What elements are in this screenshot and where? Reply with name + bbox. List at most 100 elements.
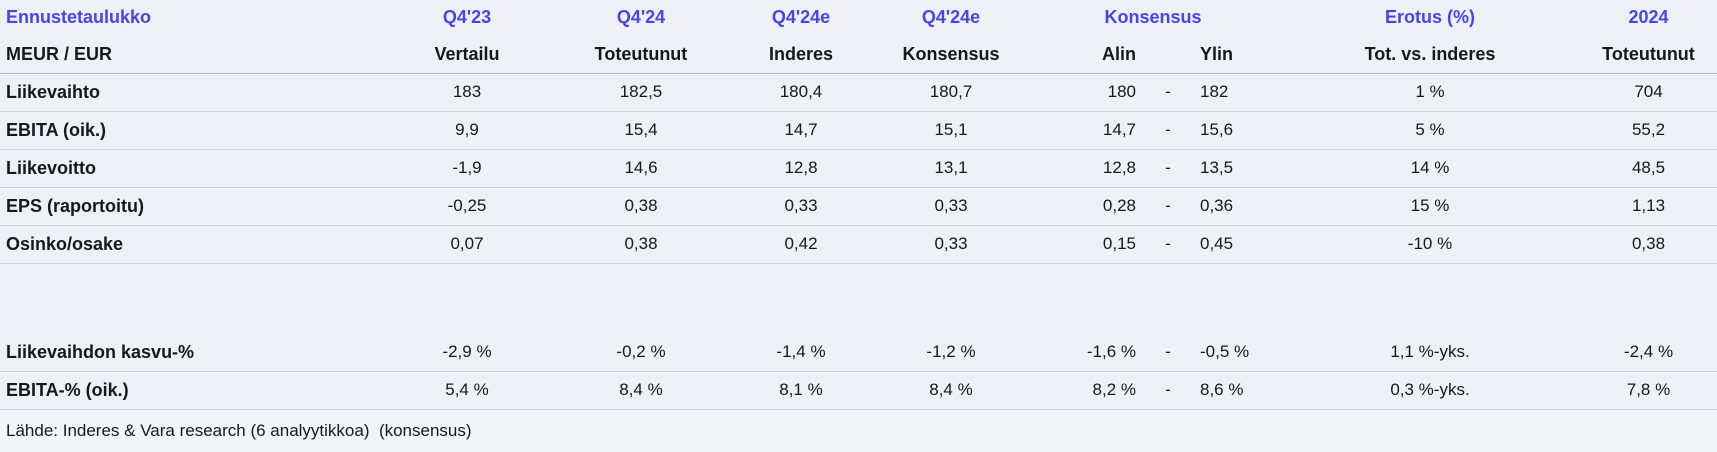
cell-toteutunut: 8,4 %: [619, 380, 663, 400]
cell-alin: 8,2 %: [1092, 380, 1136, 400]
row-label: Liikevaihdon kasvu-%: [6, 341, 195, 362]
cell-konsensus: -1,2 %: [926, 342, 976, 362]
row-label: Liikevoitto: [6, 157, 97, 178]
range-dash: -: [1165, 234, 1171, 254]
cell-vertailu: 9,9: [455, 120, 479, 140]
cell-alin: 0,15: [1102, 234, 1136, 254]
cell-2024: -2,4 %: [1623, 342, 1674, 362]
col-header-konsensus-range: Konsensus: [1104, 7, 1202, 28]
cell-erotus: 1 %: [1415, 82, 1445, 102]
table-row: EBITA-% (oik.) 5,4 % 8,4 % 8,1 % 8,4 % 8…: [0, 372, 1717, 410]
cell-ylin: -0,5 %: [1200, 342, 1250, 362]
cell-alin: 0,28: [1102, 196, 1136, 216]
table-row: EBITA (oik.) 9,9 15,4 14,7 15,1 14,7 - 1…: [0, 112, 1717, 150]
cell-inderes: 0,42: [784, 234, 818, 254]
cell-konsensus: 0,33: [934, 196, 968, 216]
table-row: Liikevaihto 183 182,5 180,4 180,7 180 - …: [0, 74, 1717, 112]
cell-ylin: 182: [1200, 82, 1229, 102]
header-row-metrics: MEUR / EUR Vertailu Toteutunut Inderes K…: [0, 36, 1717, 74]
cell-vertailu: -2,9 %: [442, 342, 492, 362]
row-label: EBITA-% (oik.): [6, 379, 129, 400]
header-row-periods: Ennustetaulukko Q4'23 Q4'24 Q4'24e Q4'24…: [0, 0, 1717, 36]
unit-label: MEUR / EUR: [6, 43, 113, 64]
cell-alin: 14,7: [1102, 120, 1136, 140]
cell-ylin: 15,6: [1200, 120, 1234, 140]
cell-toteutunut: 0,38: [624, 196, 658, 216]
cell-ylin: 0,45: [1200, 234, 1234, 254]
cell-ylin: 0,36: [1200, 196, 1234, 216]
cell-2024: 704: [1634, 82, 1663, 102]
cell-2024: 48,5: [1631, 158, 1666, 178]
cell-2024: 55,2: [1631, 120, 1666, 140]
cell-ylin: 8,6 %: [1200, 380, 1244, 400]
cell-2024: 0,38: [1631, 234, 1666, 254]
cell-ylin: 13,5: [1200, 158, 1234, 178]
row-label: Liikevaihto: [6, 81, 101, 102]
cell-alin: -1,6 %: [1086, 342, 1136, 362]
cell-vertailu: 5,4 %: [445, 380, 489, 400]
range-dash: -: [1165, 120, 1171, 140]
row-label: EPS (raportoitu): [6, 195, 144, 216]
cell-toteutunut: 15,4: [624, 120, 658, 140]
range-dash: -: [1165, 196, 1171, 216]
cell-alin: 180: [1107, 82, 1136, 102]
cell-vertailu: 183: [452, 82, 482, 102]
table-row: EPS (raportoitu) -0,25 0,38 0,33 0,33 0,…: [0, 188, 1717, 226]
range-dash: -: [1165, 158, 1171, 178]
cell-toteutunut: 14,6: [624, 158, 658, 178]
subheader-inderes: Inderes: [768, 43, 834, 64]
col-header-erotus: Erotus (%): [1385, 7, 1475, 28]
subheader-alin: Alin: [1102, 43, 1136, 64]
row-label: EBITA (oik.): [6, 119, 106, 140]
cell-erotus: 0,3 %-yks.: [1390, 380, 1470, 400]
cell-konsensus: 13,1: [934, 158, 968, 178]
cell-konsensus: 0,33: [934, 234, 968, 254]
cell-inderes: 180,4: [779, 82, 823, 102]
cell-konsensus: 15,1: [934, 120, 968, 140]
cell-konsensus: 8,4 %: [929, 380, 973, 400]
range-dash: -: [1165, 342, 1171, 362]
cell-2024: 7,8 %: [1626, 380, 1671, 400]
table-row: Liikevaihdon kasvu-% -2,9 % -0,2 % -1,4 …: [0, 334, 1717, 372]
cell-vertailu: 0,07: [450, 234, 484, 254]
spacer-row: [0, 264, 1717, 334]
table-row: Liikevoitto -1,9 14,6 12,8 13,1 12,8 - 1…: [0, 150, 1717, 188]
col-header-q424: Q4'24: [616, 7, 666, 28]
source-note: Lähde: Inderes & Vara research (6 analyy…: [6, 421, 472, 440]
cell-konsensus: 180,7: [929, 82, 973, 102]
col-header-q424e-inderes: Q4'24e: [771, 7, 831, 28]
subheader-vertailu: Vertailu: [434, 43, 500, 64]
subheader-toteutunut-2024: Toteutunut: [1602, 43, 1695, 64]
cell-inderes: 14,7: [784, 120, 818, 140]
cell-toteutunut: 0,38: [624, 234, 658, 254]
cell-alin: 12,8: [1102, 158, 1136, 178]
cell-toteutunut: 182,5: [619, 82, 663, 102]
subheader-tot-vs-inderes: Tot. vs. inderes: [1364, 43, 1496, 64]
col-header-q423: Q4'23: [442, 7, 492, 28]
cell-inderes: 0,33: [784, 196, 818, 216]
cell-inderes: 8,1 %: [779, 380, 823, 400]
cell-erotus: 15 %: [1410, 196, 1450, 216]
table-body: Liikevaihto 183 182,5 180,4 180,7 180 - …: [0, 74, 1717, 410]
footer: Lähde: Inderes & Vara research (6 analyy…: [0, 410, 1717, 452]
row-label: Osinko/osake: [6, 233, 124, 254]
col-header-q424e-konsensus: Q4'24e: [921, 7, 981, 28]
cell-erotus: 1,1 %-yks.: [1390, 342, 1470, 362]
range-dash: -: [1165, 380, 1171, 400]
cell-vertailu: -1,9: [452, 158, 482, 178]
subheader-toteutunut-q424: Toteutunut: [594, 43, 688, 64]
subheader-konsensus: Konsensus: [902, 43, 1000, 64]
subheader-ylin: Ylin: [1200, 43, 1234, 64]
cell-2024: 1,13: [1631, 196, 1666, 216]
cell-vertailu: -0,25: [447, 196, 487, 216]
table-title: Ennustetaulukko: [6, 7, 152, 28]
range-dash: -: [1165, 82, 1171, 102]
cell-inderes: 12,8: [784, 158, 818, 178]
cell-erotus: 5 %: [1415, 120, 1445, 140]
table-row: Osinko/osake 0,07 0,38 0,42 0,33 0,15 - …: [0, 226, 1717, 264]
cell-erotus: -10 %: [1407, 234, 1453, 254]
cell-toteutunut: -0,2 %: [616, 342, 666, 362]
cell-inderes: -1,4 %: [776, 342, 826, 362]
cell-erotus: 14 %: [1410, 158, 1450, 178]
